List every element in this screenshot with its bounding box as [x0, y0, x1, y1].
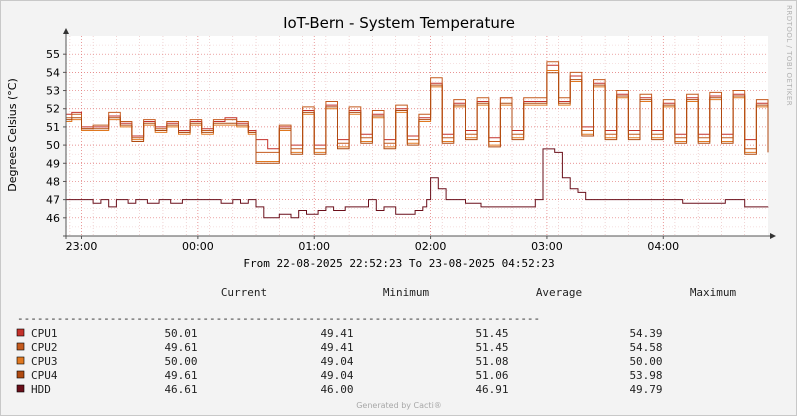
- x-axis-arrow: [770, 233, 776, 239]
- y-tick-label: 54: [46, 66, 60, 79]
- legend-name: CPU4: [31, 369, 58, 382]
- legend-name: CPU3: [31, 355, 58, 368]
- legend-value: 49.04: [320, 355, 353, 368]
- side-watermark: RRDTOOL / TOBI OETIKER: [785, 5, 793, 106]
- legend-value: 50.00: [629, 355, 662, 368]
- series-line-cpu4: [66, 72, 769, 164]
- legend-separator: ----------------------------------------…: [17, 312, 540, 325]
- legend-value: 49.04: [320, 369, 353, 382]
- legend-value: 49.79: [629, 383, 662, 396]
- x-tick-label: 02:00: [415, 240, 447, 253]
- y-tick-label: 46: [46, 212, 60, 225]
- y-tick-label: 47: [46, 194, 60, 207]
- y-tick-label: 50: [46, 139, 60, 152]
- legend-name: CPU2: [31, 341, 58, 354]
- legend-value: 49.61: [164, 341, 197, 354]
- y-axis-label: Degrees Celsius (°C): [6, 78, 19, 192]
- legend-value: 46.61: [164, 383, 197, 396]
- y-tick-label: 53: [46, 85, 60, 98]
- x-tick-label: 04:00: [647, 240, 679, 253]
- legend-header: Minimum: [383, 286, 430, 299]
- legend-name: CPU1: [31, 327, 58, 340]
- legend-swatch-cpu1: [16, 328, 25, 337]
- legend-swatch-hdd: [16, 384, 25, 393]
- series-lines: [66, 61, 769, 219]
- legend-table: Current Minimum Average Maximum ------------…: [16, 286, 737, 396]
- legend-swatch-cpu4: [16, 370, 25, 379]
- legend-value: 53.98: [629, 369, 662, 382]
- legend-value: 49.41: [320, 341, 353, 354]
- legend-value: 49.41: [320, 327, 353, 340]
- legend-value: 54.58: [629, 341, 662, 354]
- axes: [63, 28, 776, 239]
- legend-header: Maximum: [690, 286, 737, 299]
- y-tick-label: 49: [46, 157, 60, 170]
- y-tick-label: 48: [46, 175, 60, 188]
- legend-value: 51.45: [475, 341, 508, 354]
- series-line-hdd: [66, 148, 769, 219]
- legend-value: 46.91: [475, 383, 508, 396]
- legend-value: 51.06: [475, 369, 508, 382]
- legend-value: 51.45: [475, 327, 508, 340]
- legend-value: 51.08: [475, 355, 508, 368]
- tick-labels: 46 47 48 49 50 51 52 53 54 55 23:00 00:00 01:00 02:00…: [46, 48, 679, 253]
- legend-value: 50.00: [164, 355, 197, 368]
- legend-value: 49.61: [164, 369, 197, 382]
- time-range-text: From 22-08-2025 22:52:23 To 23-08-2025 0…: [243, 257, 554, 270]
- legend-header: Current: [221, 286, 267, 299]
- x-tick-label: 01:00: [298, 240, 330, 253]
- legend-value: 54.39: [629, 327, 662, 340]
- x-tick-label: 03:00: [531, 240, 563, 253]
- legend-value: 50.01: [164, 327, 197, 340]
- generated-by-credit: Generated by Cacti®: [356, 401, 442, 410]
- y-axis-arrow: [63, 28, 69, 34]
- legend-value: 46.00: [320, 383, 353, 396]
- legend-name: HDD: [31, 383, 51, 396]
- x-tick-label: 23:00: [66, 240, 98, 253]
- y-tick-label: 51: [46, 121, 60, 134]
- chart-title: IoT-Bern - System Temperature: [283, 14, 515, 32]
- legend-header: Average: [536, 286, 582, 299]
- x-tick-label: 00:00: [182, 240, 214, 253]
- y-tick-label: 52: [46, 103, 60, 116]
- legend-swatch-cpu3: [16, 356, 25, 365]
- y-tick-label: 55: [46, 48, 60, 61]
- legend-swatch-cpu2: [16, 342, 25, 351]
